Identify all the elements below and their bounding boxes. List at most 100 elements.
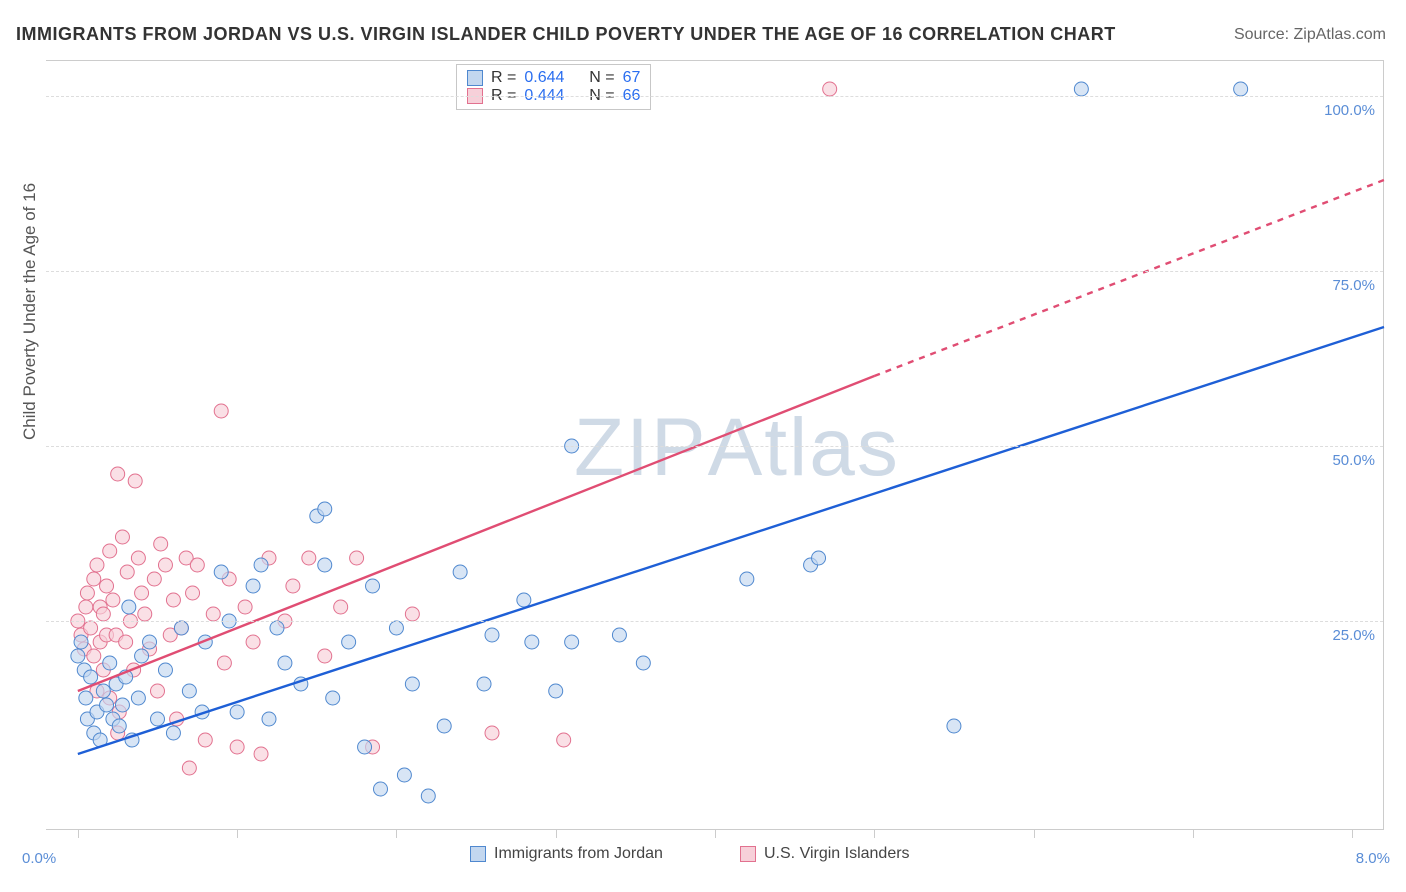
- data-point: [318, 502, 332, 516]
- x-tick: [715, 830, 716, 838]
- data-point: [190, 558, 204, 572]
- data-point: [80, 586, 94, 600]
- data-point: [318, 558, 332, 572]
- legend-item-blue: Immigrants from Jordan: [470, 845, 663, 863]
- data-point: [135, 586, 149, 600]
- data-point: [246, 635, 260, 649]
- legend-label-pink: U.S. Virgin Islanders: [764, 845, 910, 863]
- data-point: [174, 621, 188, 635]
- y-tick-label: 50.0%: [1332, 452, 1375, 469]
- plot-area: ZIPAtlas R = 0.644 N = 67 R = 0.444 N = …: [46, 60, 1384, 830]
- data-point: [198, 733, 212, 747]
- data-point: [151, 712, 165, 726]
- legend-row-blue: R = 0.644 N = 67: [467, 69, 640, 87]
- data-point: [135, 649, 149, 663]
- data-point: [111, 467, 125, 481]
- data-point: [158, 663, 172, 677]
- data-point: [238, 600, 252, 614]
- data-point: [96, 684, 110, 698]
- gridline: [46, 621, 1383, 622]
- legend-label-blue: Immigrants from Jordan: [494, 845, 663, 863]
- data-point: [100, 579, 114, 593]
- data-point: [1074, 82, 1088, 96]
- data-point: [405, 677, 419, 691]
- data-point: [131, 551, 145, 565]
- data-point: [485, 628, 499, 642]
- data-point: [485, 726, 499, 740]
- data-point: [397, 768, 411, 782]
- data-point: [477, 677, 491, 691]
- data-point: [230, 740, 244, 754]
- x-tick: [556, 830, 557, 838]
- data-point: [182, 761, 196, 775]
- data-point: [115, 530, 129, 544]
- data-point: [84, 670, 98, 684]
- data-point: [166, 726, 180, 740]
- x-tick: [78, 830, 79, 838]
- data-point: [182, 684, 196, 698]
- data-point: [286, 579, 300, 593]
- data-point: [214, 404, 228, 418]
- gridline: [46, 271, 1383, 272]
- data-point: [71, 649, 85, 663]
- data-point: [366, 579, 380, 593]
- data-point: [342, 635, 356, 649]
- data-point: [96, 607, 110, 621]
- data-point: [318, 649, 332, 663]
- data-point: [270, 621, 284, 635]
- trend-line: [78, 327, 1384, 754]
- data-point: [525, 635, 539, 649]
- data-point: [147, 572, 161, 586]
- data-point: [79, 691, 93, 705]
- data-point: [143, 635, 157, 649]
- data-point: [84, 621, 98, 635]
- data-point: [302, 551, 316, 565]
- data-point: [87, 572, 101, 586]
- data-point: [389, 621, 403, 635]
- x-tick: [1352, 830, 1353, 838]
- y-tick-label: 25.0%: [1332, 627, 1375, 644]
- data-point: [262, 712, 276, 726]
- data-point: [90, 558, 104, 572]
- source-label: Source: ZipAtlas.com: [1234, 26, 1386, 44]
- data-point: [549, 684, 563, 698]
- data-point: [947, 719, 961, 733]
- data-point: [437, 719, 451, 733]
- data-point: [350, 551, 364, 565]
- data-point: [405, 607, 419, 621]
- legend-R-value: 0.644: [524, 69, 564, 87]
- legend-item-pink: U.S. Virgin Islanders: [740, 845, 910, 863]
- data-point: [158, 558, 172, 572]
- x-tick: [237, 830, 238, 838]
- data-point: [230, 705, 244, 719]
- x-tick: [874, 830, 875, 838]
- data-point: [186, 586, 200, 600]
- data-point: [214, 565, 228, 579]
- x-tick: [1193, 830, 1194, 838]
- legend-swatch-blue: [470, 846, 486, 862]
- gridline: [46, 446, 1383, 447]
- x-axis-max-label: 8.0%: [1356, 850, 1390, 867]
- data-point: [103, 544, 117, 558]
- data-point: [326, 691, 340, 705]
- data-point: [453, 565, 467, 579]
- data-point: [119, 635, 133, 649]
- data-point: [138, 607, 152, 621]
- data-point: [166, 593, 180, 607]
- data-point: [612, 628, 626, 642]
- data-point: [1234, 82, 1248, 96]
- data-point: [217, 656, 231, 670]
- legend-correlation: R = 0.644 N = 67 R = 0.444 N = 66: [456, 64, 651, 110]
- data-point: [112, 719, 126, 733]
- data-point: [128, 474, 142, 488]
- legend-R-label: R =: [491, 69, 516, 87]
- trend-line: [874, 180, 1384, 376]
- x-axis-min-label: 0.0%: [22, 850, 56, 867]
- chart-title: IMMIGRANTS FROM JORDAN VS U.S. VIRGIN IS…: [16, 24, 1116, 45]
- data-point: [565, 635, 579, 649]
- data-point: [120, 565, 134, 579]
- data-point: [812, 551, 826, 565]
- data-point: [154, 537, 168, 551]
- data-point: [79, 600, 93, 614]
- data-point: [557, 733, 571, 747]
